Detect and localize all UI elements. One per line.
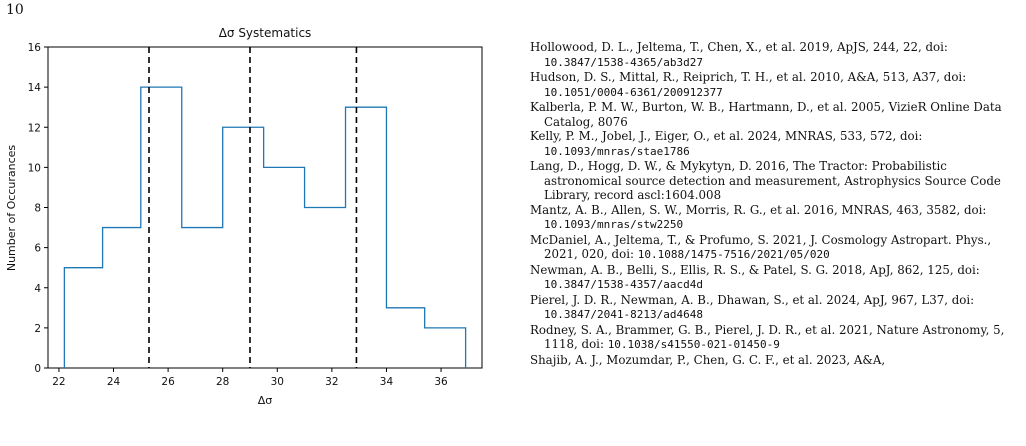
reference-entry: Kelly, P. M., Jobel, J., Eiger, O., et a… [530,129,1024,159]
reference-entry: Hollowood, D. L., Jeltema, T., Chen, X.,… [530,40,1024,70]
reference-text: Mantz, A. B., Allen, S. W., Morris, R. G… [530,202,987,217]
doi-link[interactable]: 10.1093/mnras/stw2250 [544,218,684,231]
y-tick-label: 4 [34,283,41,295]
reference-entry: Newman, A. B., Belli, S., Ellis, R. S., … [530,263,1024,293]
doi-link[interactable]: 10.3847/2041-8213/ad4648 [544,308,703,321]
x-tick-label: 26 [161,376,175,388]
x-tick-label: 28 [216,376,229,388]
y-tick-label: 0 [34,363,41,375]
x-tick-label: 34 [380,376,394,388]
x-tick-label: 32 [325,376,338,388]
reference-entry: Lang, D., Hogg, D. W., & Mykytyn, D. 201… [530,159,1024,203]
histogram-steps [63,86,467,368]
doi-link[interactable]: 10.3847/1538-4365/ab3d27 [544,55,703,69]
reference-entry: McDaniel, A., Jeltema, T., & Profumo, S.… [530,233,1024,263]
x-ticks: 22 24 26 28 30 32 34 36 [52,368,448,388]
y-tick-label: 6 [34,243,41,255]
vertical-lines [148,47,358,368]
doi-link[interactable]: 10.1088/1475-7516/2021/05/020 [637,248,830,261]
plot-frame [47,46,483,369]
doi-link[interactable]: 10.1093/mnras/stae1786 [544,144,690,158]
reference-text: Kelly, P. M., Jobel, J., Eiger, O., et a… [530,129,923,143]
y-tick-label: 14 [28,82,42,94]
y-tick-label: 2 [34,323,41,335]
reference-entry: Shajib, A. J., Mozumdar, P., Chen, G. C.… [530,353,1024,368]
reference-text: Kalberla, P. M. W., Burton, W. B., Hartm… [530,100,1002,129]
reference-entry: Pierel, J. D. R., Newman, A. B., Dhawan,… [530,293,1024,323]
reference-text: Lang, D., Hogg, D. W., & Mykytyn, D. 201… [530,159,1001,202]
x-tick-label: 24 [107,376,121,388]
reference-text: Pierel, J. D. R., Newman, A. B., Dhawan,… [530,292,975,307]
y-tick-label: 16 [28,42,42,54]
x-tick-label: 22 [52,376,65,388]
y-axis-label: Number of Occurances [5,145,18,272]
reference-entry: Kalberla, P. M. W., Burton, W. B., Hartm… [530,100,1024,129]
x-tick-label: 30 [271,376,284,388]
reference-list: Hollowood, D. L., Jeltema, T., Chen, X.,… [530,40,1024,367]
reference-text: Hollowood, D. L., Jeltema, T., Chen, X.,… [530,40,948,54]
reference-text: Hudson, D. S., Mittal, R., Reiprich, T. … [530,70,967,84]
doi-link[interactable]: 10.1051/0004-6361/200912377 [544,85,723,99]
reference-entry: Rodney, S. A., Brammer, G. B., Pierel, J… [530,323,1024,353]
y-tick-label: 12 [28,122,41,134]
reference-text: McDaniel, A., Jeltema, T., & Profumo, S.… [530,232,992,262]
y-tick-label: 8 [34,203,41,215]
reference-text: Rodney, S. A., Brammer, G. B., Pierel, J… [530,322,1005,352]
y-tick-label: 10 [28,162,41,174]
chart-title: Δσ Systematics [219,26,312,40]
x-tick-label: 36 [434,376,448,388]
x-axis-label: Δσ [258,394,273,407]
reference-entry: Hudson, D. S., Mittal, R., Reiprich, T. … [530,70,1024,100]
reference-text: Shajib, A. J., Mozumdar, P., Chen, G. C.… [530,352,886,367]
reference-text: Newman, A. B., Belli, S., Ellis, R. S., … [530,262,980,277]
y-ticks: 0 2 4 6 8 10 12 14 16 [28,42,48,375]
doi-link[interactable]: 10.1038/s41550-021-01450-9 [607,338,780,351]
doi-link[interactable]: 10.3847/1538-4357/aacd4d [544,278,703,291]
reference-entry: Mantz, A. B., Allen, S. W., Morris, R. G… [530,203,1024,233]
page-number: 10 [6,2,24,18]
